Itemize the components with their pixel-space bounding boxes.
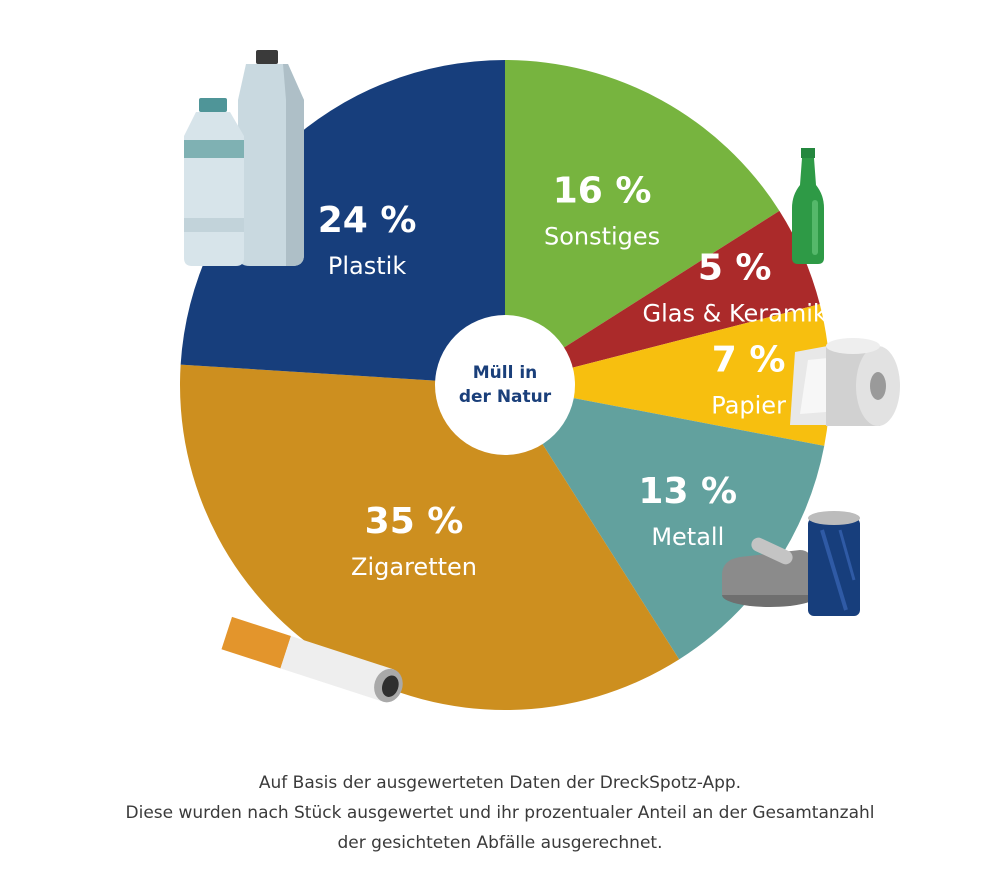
caption-line-3: der gesichteten Abfälle ausgerechnet.	[337, 833, 663, 853]
plastic-bottles-icon	[184, 50, 304, 266]
value-label-zigaretten: 35 %	[365, 501, 464, 542]
glass-bottle-icon	[792, 148, 824, 264]
caption-line-2: Diese wurden nach Stück ausgewertet und …	[125, 803, 875, 823]
value-label-metall: 13 %	[638, 471, 737, 512]
center-label-line-1: Müll in	[473, 363, 538, 383]
toilet-paper-icon	[790, 338, 900, 426]
caption: Auf Basis der ausgewerteten Daten der Dr…	[0, 768, 1000, 858]
category-label-metall: Metall	[651, 523, 724, 551]
pie-slice-sonstiges	[505, 60, 780, 385]
pie-slice-zigaretten	[180, 364, 680, 710]
caption-line-1: Auf Basis der ausgewerteten Daten der Dr…	[258, 773, 742, 793]
value-label-plastik: 24 %	[318, 200, 417, 241]
pie-slice-papier	[505, 304, 830, 446]
category-label-papier: Papier	[711, 391, 786, 419]
center-circle	[435, 315, 575, 455]
category-label-glas-und-keramik: Glas & Keramik	[643, 300, 827, 328]
value-label-papier: 7 %	[712, 339, 786, 380]
category-label-sonstiges: Sonstiges	[544, 222, 660, 250]
center-label-line-2: der Natur	[459, 387, 552, 407]
value-label-sonstiges: 16 %	[553, 170, 652, 211]
pie-slice-plastik	[180, 60, 506, 385]
category-label-plastik: Plastik	[328, 252, 406, 280]
pie-slice-glas-und-keramik	[505, 210, 820, 385]
cigarette-butt-icon	[221, 616, 403, 703]
value-label-glas-und-keramik: 5 %	[698, 248, 772, 289]
category-label-zigaretten: Zigaretten	[351, 553, 477, 581]
tin-can-icon	[722, 511, 860, 616]
